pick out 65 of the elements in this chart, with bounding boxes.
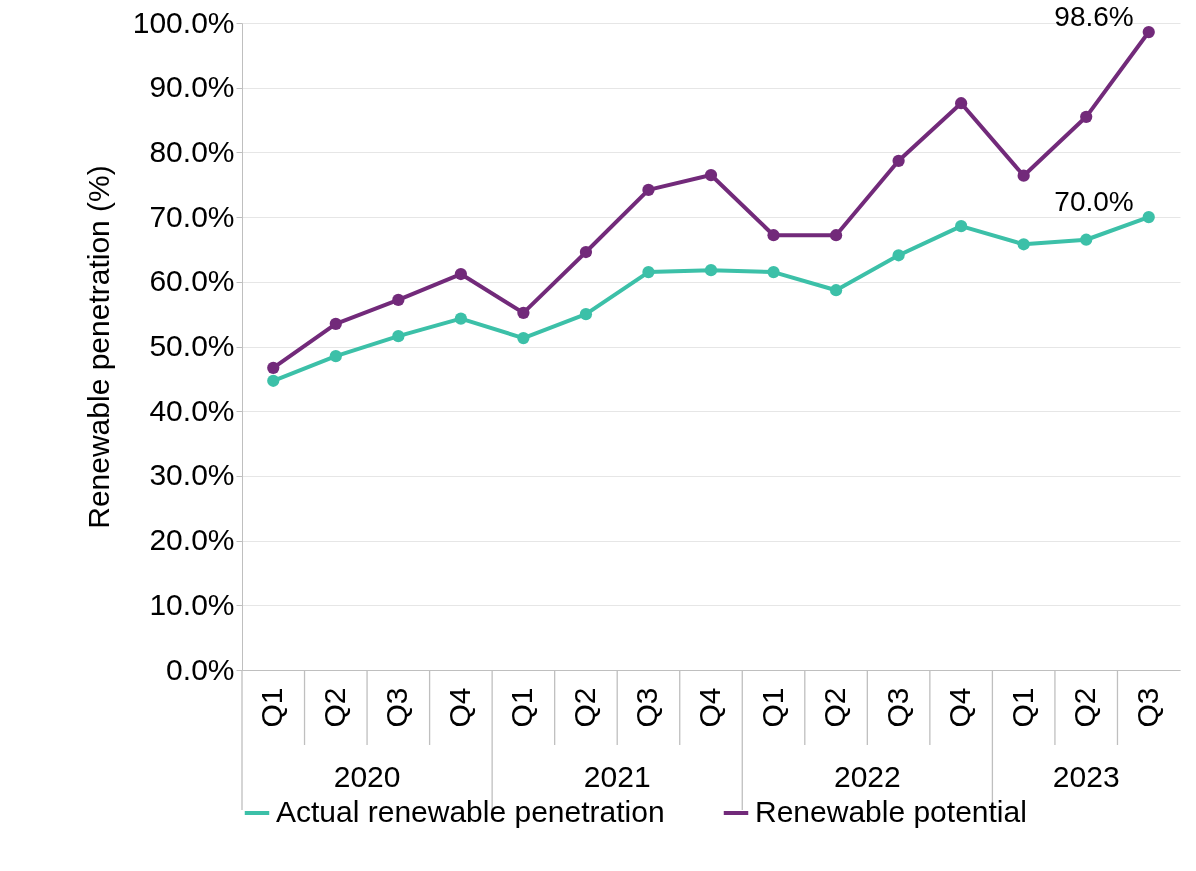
point <box>704 168 718 182</box>
y-tick-label: 50.0% <box>149 329 235 362</box>
point <box>1080 110 1093 123</box>
point <box>454 267 467 281</box>
point <box>642 183 655 197</box>
y-tick-label: 40.0% <box>149 393 235 427</box>
text: 2023 <box>1052 760 1120 793</box>
y-tick-label: 20.0% <box>149 523 235 557</box>
y-tick-label: 30.0% <box>149 458 235 492</box>
text: 2020 <box>333 760 401 793</box>
x-tick-label: Q4 <box>943 687 977 728</box>
y-tick-label: 80.0% <box>149 134 235 168</box>
x-tick-label: Q2 <box>1068 687 1102 728</box>
y-tick-label: 60.0% <box>149 264 235 298</box>
point <box>1017 238 1030 251</box>
point <box>955 220 968 233</box>
point <box>955 97 968 110</box>
point <box>267 374 280 387</box>
x-tick-label: Q3 <box>1130 687 1164 728</box>
point <box>829 284 843 297</box>
x-tick-label: Q4 <box>693 687 726 728</box>
point <box>642 265 655 279</box>
point <box>579 308 593 321</box>
text: 2022 <box>833 760 901 793</box>
x-tick-label: Q1 <box>1005 687 1039 728</box>
point <box>829 229 843 242</box>
point <box>392 293 405 307</box>
point <box>1080 233 1093 246</box>
x-tick-label: Q1 <box>255 687 289 728</box>
point <box>767 265 780 279</box>
x-tick-label: Q2 <box>818 687 852 728</box>
point <box>517 306 530 319</box>
x-tick-label: Q1 <box>755 687 789 728</box>
data-label: 98.6% <box>1054 1 1134 33</box>
x-tick-label: Q2 <box>317 687 351 728</box>
y-tick-label: 10.0% <box>149 587 235 621</box>
y-tick-label: 70.0% <box>149 199 235 233</box>
x-tick-label: Q1 <box>505 687 539 728</box>
x-tick-label: Q3 <box>630 687 664 728</box>
legend-label: Renewable potential <box>755 795 1027 828</box>
point <box>267 361 280 374</box>
point <box>767 229 780 242</box>
y-tick-label: 90.0% <box>149 70 235 104</box>
point <box>1142 25 1155 39</box>
point <box>892 154 905 167</box>
x-tick-label: Q2 <box>567 687 601 728</box>
y-axis-title: Renewable penetration (%) <box>81 165 115 529</box>
point <box>704 264 718 277</box>
x-tick-label: Q3 <box>880 687 914 728</box>
y-tick-label: 0.0% <box>166 652 235 686</box>
point <box>329 317 342 330</box>
legend-label: Actual renewable penetration <box>276 795 665 828</box>
point <box>454 312 467 325</box>
point <box>329 350 342 363</box>
y-tick-label: 100.0% <box>132 5 235 39</box>
point <box>517 331 530 345</box>
point <box>1017 169 1030 182</box>
point <box>392 330 405 343</box>
x-tick-label: Q3 <box>380 687 414 728</box>
x-tick-label: Q4 <box>442 687 476 728</box>
data-label: 70.0% <box>1054 186 1134 218</box>
text: 2021 <box>583 760 651 793</box>
point <box>892 249 905 262</box>
point <box>1142 210 1155 224</box>
point <box>579 245 593 259</box>
